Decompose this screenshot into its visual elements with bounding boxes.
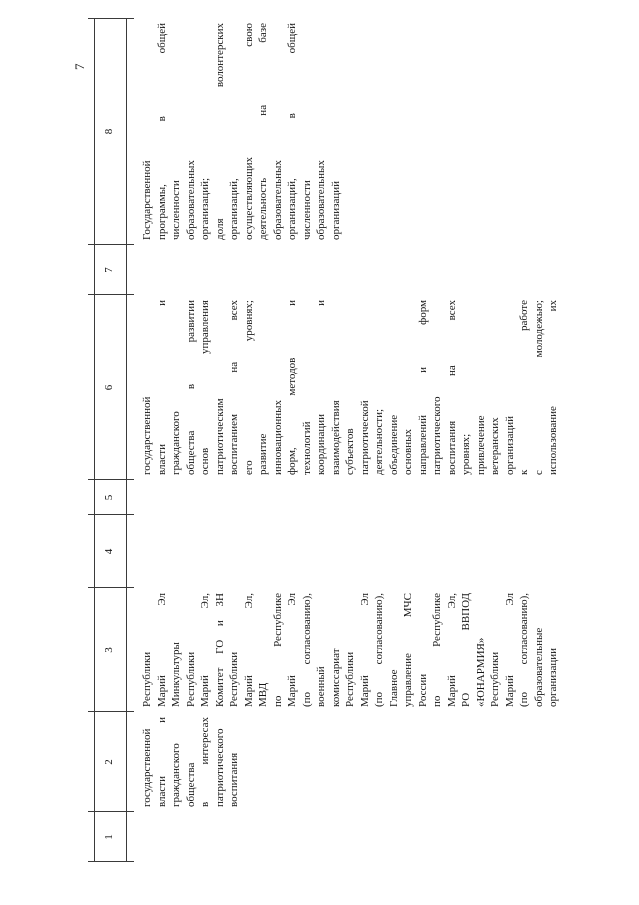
table-cell-3: Республики Марий Эл Минкультуры Республики М… [141,593,559,707]
column-header-2: 2 [103,759,115,765]
column-header-8: 8 [103,128,115,135]
landscape-sheet: 7 1 2 3 4 5 6 7 8 [60,16,630,862]
table-cell-2: государственной власти и гражданского общес… [141,717,240,807]
column-header-4: 4 [103,548,115,555]
table-top-border [94,18,95,862]
page-number: 7 [72,63,87,71]
column-header-5: 5 [103,494,115,501]
table-cell-8: Государственной программы, в общей численн… [141,23,342,240]
column-header-6: 6 [103,384,115,391]
header-row-separator [126,18,127,862]
table-cell-6: государственной власти и гражданского общес… [141,300,559,475]
column-header-1: 1 [103,834,115,840]
column-header-3: 3 [103,647,115,653]
column-header-7: 7 [103,267,115,273]
